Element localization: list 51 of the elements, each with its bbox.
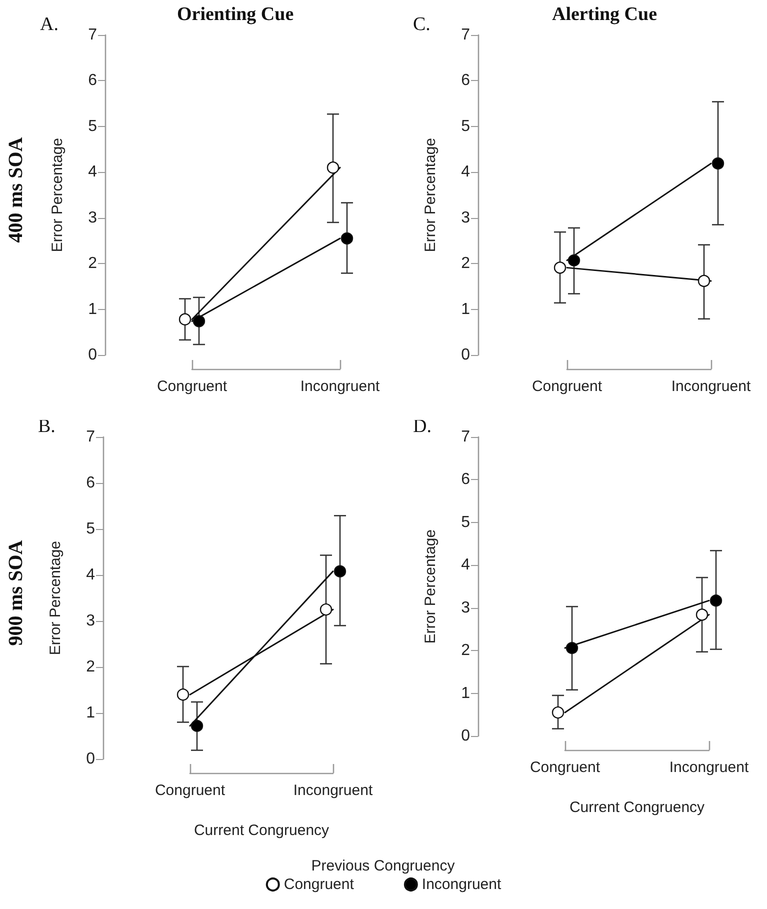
y-tick-label: 1 [461, 300, 470, 318]
y-tick-label: 5 [461, 118, 470, 135]
y-tick-label: 5 [461, 514, 470, 531]
y-axis-title: Error Percentage [422, 138, 439, 252]
y-tick-label: 4 [461, 556, 470, 574]
y-tick-label: 3 [86, 612, 96, 630]
y-tick-label: 7 [86, 428, 96, 446]
y-tick-label: 7 [461, 26, 470, 44]
y-tick-label: 6 [88, 72, 98, 90]
text: C. [413, 14, 430, 35]
text: 400 ms SOA [5, 136, 27, 243]
y-axis-title: Error Percentage [49, 138, 66, 252]
text: 900 ms SOA [5, 540, 27, 646]
legend-label: Incongruent [422, 876, 502, 893]
y-tick-label: 7 [461, 428, 470, 446]
x-axis-title: Current Congruency [569, 799, 706, 816]
x-tick-label: Incongruent [300, 378, 380, 395]
legend-label: Congruent [284, 876, 355, 893]
y-tick-label: 6 [461, 72, 470, 90]
y-tick-label: 1 [88, 300, 98, 318]
y-tick-label: 3 [461, 209, 470, 226]
y-tick-label: 4 [461, 164, 470, 181]
y-tick-label: 1 [86, 704, 96, 722]
chart-title: Alerting Cue [552, 4, 658, 25]
y-tick-label: 7 [88, 26, 98, 44]
y-tick-label: 6 [461, 471, 470, 488]
y-tick-label: 3 [461, 599, 470, 616]
y-tick-label: 4 [86, 566, 96, 584]
text: A. [40, 14, 58, 35]
y-tick-label: 5 [86, 520, 96, 538]
y-tick-label: 1 [461, 684, 470, 702]
y-axis-title: Error Percentage [422, 529, 439, 644]
legend-title: Previous Congruency [311, 858, 456, 874]
x-tick-label: Incongruent [671, 378, 752, 395]
y-tick-label: 2 [461, 255, 470, 272]
y-tick-label: 2 [88, 255, 98, 272]
y-tick-label: 0 [461, 728, 470, 744]
y-tick-label: 5 [88, 118, 98, 135]
y-tick-label: 2 [86, 658, 96, 676]
y-tick-label: 4 [88, 164, 98, 181]
y-tick-label: 2 [461, 642, 470, 660]
y-tick-label: 0 [86, 750, 96, 768]
y-tick-label: 0 [88, 346, 98, 364]
x-tick-label: Congruent [532, 378, 603, 395]
y-tick-label: 6 [86, 474, 96, 492]
y-axis-title: Error Percentage [47, 540, 64, 656]
chart-title: Orienting Cue [177, 4, 294, 25]
y-tick-label: 3 [88, 209, 98, 226]
y-tick-label: 0 [461, 346, 470, 364]
x-axis-title: Current Congruency [194, 822, 330, 839]
x-tick-label: Congruent [156, 378, 228, 395]
